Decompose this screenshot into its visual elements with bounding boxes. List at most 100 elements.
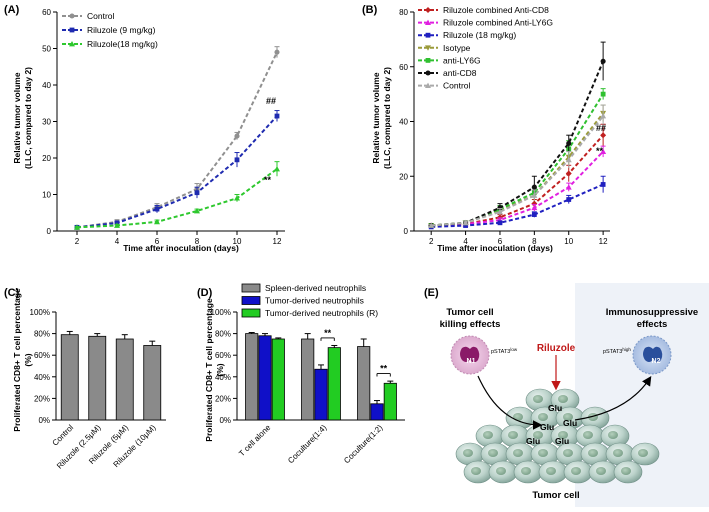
panel-a-ylabel2: (LLC, compared to day 2) — [23, 67, 33, 169]
legend-item: Isotype — [418, 43, 471, 53]
legend-label: Control — [443, 81, 471, 91]
tumor-cell-icon — [630, 442, 660, 466]
panel-e-diagram: (E) Tumor cell killing effects Immunosup… — [424, 283, 709, 507]
y-tick-label: 20 — [42, 154, 51, 163]
y-tick-label: 40 — [399, 118, 408, 127]
legend-marker — [425, 70, 431, 76]
n2-label: N2 — [652, 358, 661, 365]
tumor-cell-icon — [563, 460, 593, 484]
panel-a-annotation-star: ** — [264, 175, 272, 185]
legend-label: Tumor-derived neutrophils (R) — [265, 308, 378, 318]
panel-b-xlabel: Time after inoculation (days) — [437, 243, 553, 253]
legend-marker — [69, 27, 75, 33]
legend-item: Riluzole combined Anti-LY6G — [418, 18, 553, 28]
x-category-label: Coculture(1:4) — [286, 423, 328, 465]
bar — [357, 346, 371, 421]
data-point — [566, 140, 572, 146]
legend-item: Riluzole combined Anti-CD8 — [418, 5, 549, 15]
series-0 — [74, 46, 280, 230]
n1-neutrophil: N1 — [450, 335, 490, 375]
data-point — [194, 207, 200, 214]
legend-marker — [69, 41, 75, 47]
legend-label: Riluzole (9 mg/kg) — [87, 25, 156, 35]
series-2 — [74, 161, 280, 230]
y-tick-label: 80% — [215, 330, 231, 339]
panel-a-annotation-hash: ## — [266, 96, 276, 106]
x-category-label: Control — [51, 423, 76, 448]
bar — [271, 338, 285, 421]
tumor-cell-icon — [538, 460, 568, 484]
legend-item: Tumor-derived neutrophils (R) — [241, 308, 378, 318]
panel-b: (B) Relative tumor volume (LLC, compared… — [362, 4, 610, 253]
riluzole-label: Riluzole — [537, 343, 576, 354]
y-tick-label: 20% — [34, 394, 50, 403]
y-tick-label: 0% — [219, 416, 231, 425]
data-point — [274, 49, 280, 55]
y-tick-label: 80% — [34, 330, 50, 339]
legend-marker — [425, 7, 431, 13]
legend-label: Riluzole combined Anti-CD8 — [443, 5, 549, 15]
data-point — [234, 133, 240, 139]
legend-label: Spleen-derived neutrophils — [265, 283, 366, 293]
legend-marker — [425, 19, 431, 25]
panel-b-ylabel: Relative tumor volume — [371, 72, 381, 163]
legend-label: Isotype — [443, 43, 471, 53]
panel-c: (C) Proliferated CD8+ T cell percentage … — [4, 287, 166, 471]
x-tick-label: 4 — [463, 237, 468, 246]
right-effect-label-2: effects — [637, 319, 668, 330]
left-effect-label-1: Tumor cell — [446, 307, 493, 318]
legend-label: Riluzole (18 mg/kg) — [443, 30, 516, 40]
legend-label: Control — [87, 11, 115, 21]
series-line — [76, 115, 278, 229]
tumor-cell-cluster — [455, 388, 660, 484]
data-point — [600, 148, 607, 155]
panel-b-legend: Riluzole combined Anti-CD8 Riluzole combi… — [418, 5, 553, 91]
data-point — [194, 190, 200, 196]
arrow-to-tumor — [477, 375, 543, 430]
bar-group — [383, 380, 397, 421]
panel-c-plot — [60, 330, 162, 421]
glu-label-4: Glu — [526, 436, 540, 446]
n1-label: N1 — [467, 358, 476, 365]
legend-marker — [425, 45, 431, 51]
data-point — [462, 219, 469, 226]
data-point — [114, 222, 120, 228]
tumor-cell-icon — [513, 460, 543, 484]
panel-c-ylabel: Proliferated CD8+ T cell percentage — [12, 288, 22, 432]
data-point — [565, 156, 572, 163]
bar — [314, 368, 328, 421]
legend-item: Tumor-derived neutrophils — [241, 296, 364, 306]
y-tick-label: 60% — [215, 351, 231, 360]
panel-d-label: (D) — [197, 287, 213, 299]
bar — [327, 347, 341, 421]
series-line — [431, 150, 604, 227]
glu-label-2: Glu — [563, 418, 577, 428]
significance-label: ** — [324, 328, 332, 338]
data-point — [428, 222, 435, 228]
panel-e-label: (E) — [424, 287, 439, 299]
panel-d-legend: Spleen-derived neutrophils Tumor-derived … — [241, 283, 378, 318]
legend-item: Control — [62, 11, 115, 21]
y-tick-label: 30 — [42, 118, 51, 127]
bar — [258, 335, 272, 421]
y-tick-label: 100% — [30, 308, 50, 317]
tumor-cell-icon — [550, 388, 580, 412]
panel-b-annotation-star: ** — [596, 146, 604, 156]
legend-label: Riluzole(18 mg/kg) — [87, 39, 158, 49]
bar-group — [143, 340, 162, 421]
data-point — [531, 184, 537, 190]
tumor-cell-icon — [588, 460, 618, 484]
tumor-cell-icon — [613, 460, 643, 484]
data-point — [600, 58, 606, 64]
tumor-cell-icon — [463, 460, 493, 484]
series-1 — [74, 110, 280, 230]
panel-a-legend: Control Riluzole (9 mg/kg) Riluzole(18 mg/… — [62, 11, 158, 49]
bar-group — [327, 344, 341, 421]
y-tick-label: 10 — [42, 191, 51, 200]
data-point — [234, 157, 240, 163]
y-tick-label: 60 — [42, 8, 51, 17]
panel-a-ylabel: Relative tumor volume — [12, 72, 22, 163]
bar — [301, 338, 315, 421]
data-point — [531, 200, 538, 207]
legend-swatch — [241, 308, 261, 318]
